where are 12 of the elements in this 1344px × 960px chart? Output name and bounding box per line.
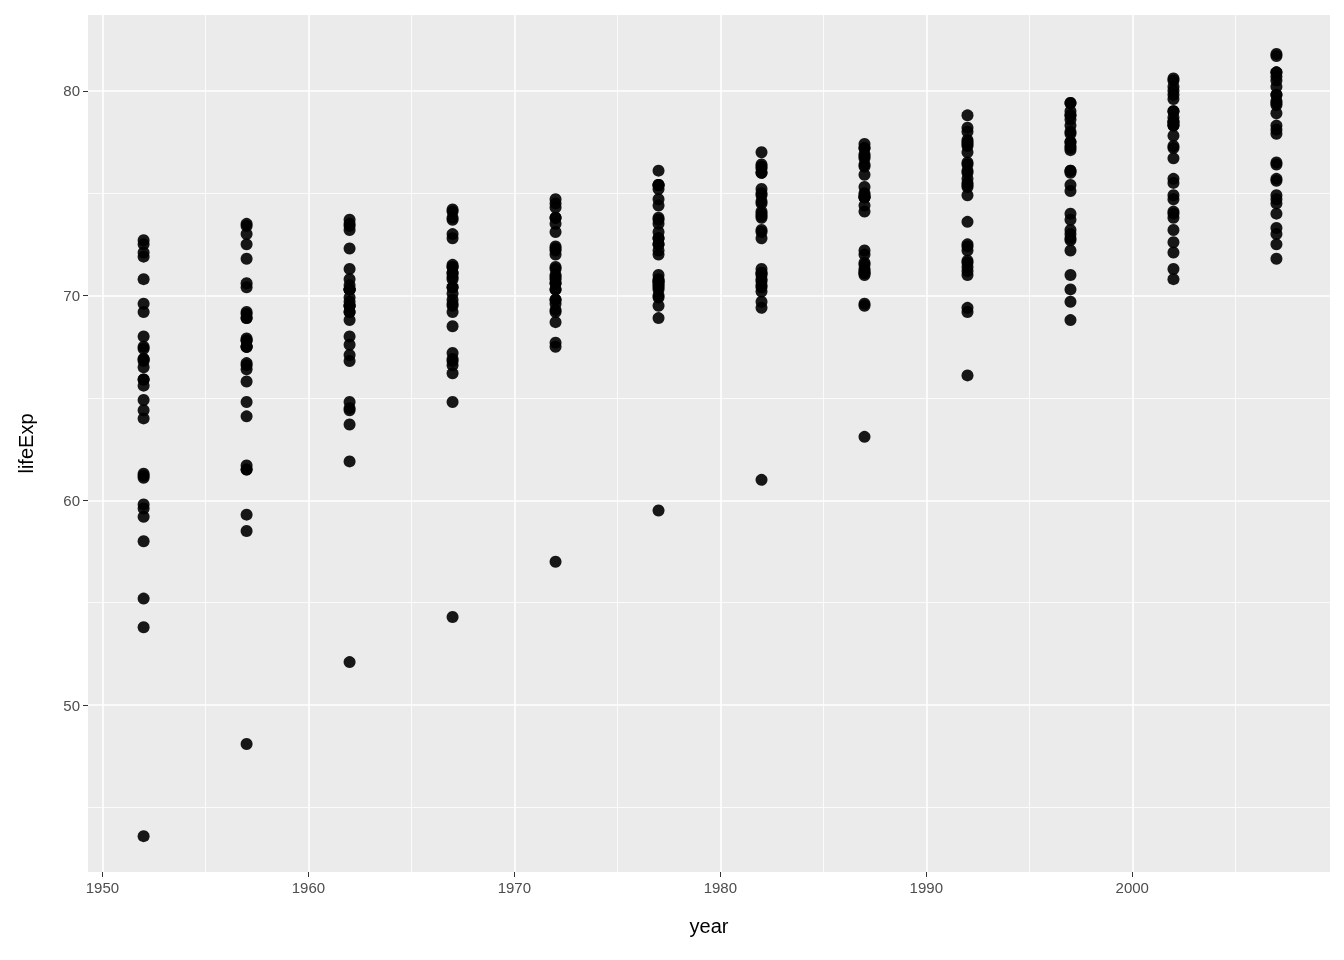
x-axis-title: year xyxy=(689,915,729,937)
y-tick-label: 70 xyxy=(63,287,80,305)
y-tick-label: 80 xyxy=(63,82,80,100)
y-axis-title: lifeExp xyxy=(15,413,37,474)
x-tick-label: 1990 xyxy=(909,879,943,896)
x-tick-label: 1970 xyxy=(497,879,532,896)
y-tick-label: 60 xyxy=(63,491,80,509)
x-tick-label: 2000 xyxy=(1115,879,1149,896)
x-tick-label: 1980 xyxy=(703,879,738,896)
y-tick-label: 50 xyxy=(63,696,80,714)
x-tick-label: 1950 xyxy=(85,879,120,896)
x-tick-label: 1960 xyxy=(291,879,326,896)
